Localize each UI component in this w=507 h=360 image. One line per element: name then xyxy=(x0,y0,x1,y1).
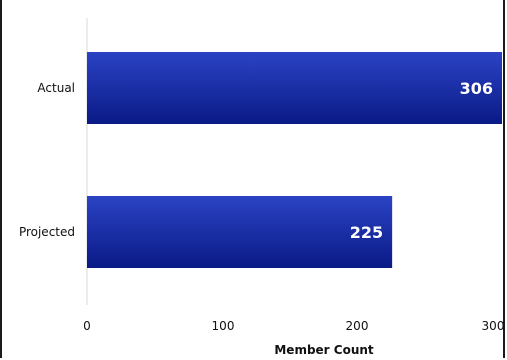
category-label-actual: Actual xyxy=(37,81,75,95)
data-label-projected: 225 xyxy=(350,223,383,242)
data-label-actual: 306 xyxy=(460,79,493,98)
x-tick-label: 300 xyxy=(482,319,505,333)
x-tick-label: 100 xyxy=(212,319,235,333)
x-axis-title: Member Count xyxy=(274,343,374,357)
category-label-projected: Projected xyxy=(19,225,75,239)
bar-actual xyxy=(87,52,502,124)
bar-projected xyxy=(87,196,393,268)
x-tick-label: 0 xyxy=(83,319,91,333)
x-tick-label: 200 xyxy=(346,319,369,333)
